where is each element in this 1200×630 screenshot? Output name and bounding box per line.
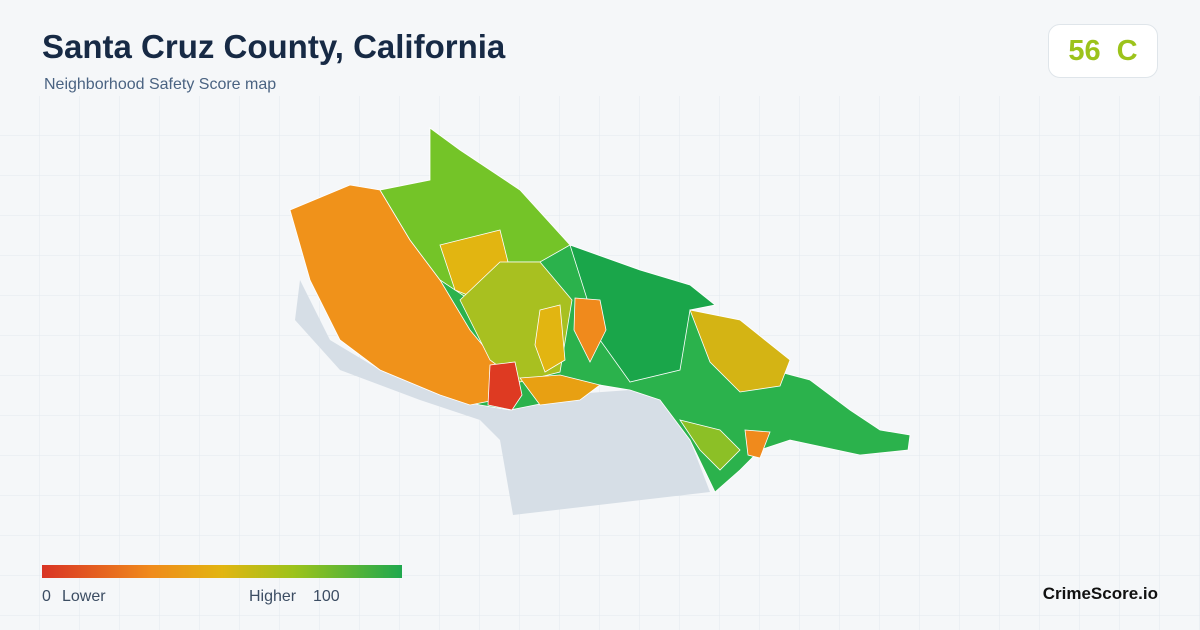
regions xyxy=(289,127,911,493)
title: Santa Cruz County, California xyxy=(42,28,506,65)
ocean xyxy=(295,280,710,515)
legend-max: 100 xyxy=(313,588,340,605)
score-value: 56 xyxy=(1068,34,1101,67)
score-badge: 56 C xyxy=(1048,24,1158,78)
region xyxy=(689,309,791,393)
region xyxy=(534,304,566,373)
region xyxy=(744,429,771,459)
subtitle: Neighborhood Safety Score map xyxy=(44,76,277,93)
region xyxy=(379,127,571,301)
region xyxy=(487,361,523,411)
score-grade: C xyxy=(1116,34,1138,67)
legend-gradient xyxy=(42,565,402,578)
legend-min: 0 xyxy=(42,588,51,605)
region xyxy=(573,297,607,363)
region xyxy=(679,419,741,471)
region xyxy=(519,374,601,406)
legend-max-label: Higher xyxy=(249,588,297,605)
legend-min-label: Lower xyxy=(62,588,106,605)
brand: CrimeScore.io xyxy=(1042,584,1158,603)
